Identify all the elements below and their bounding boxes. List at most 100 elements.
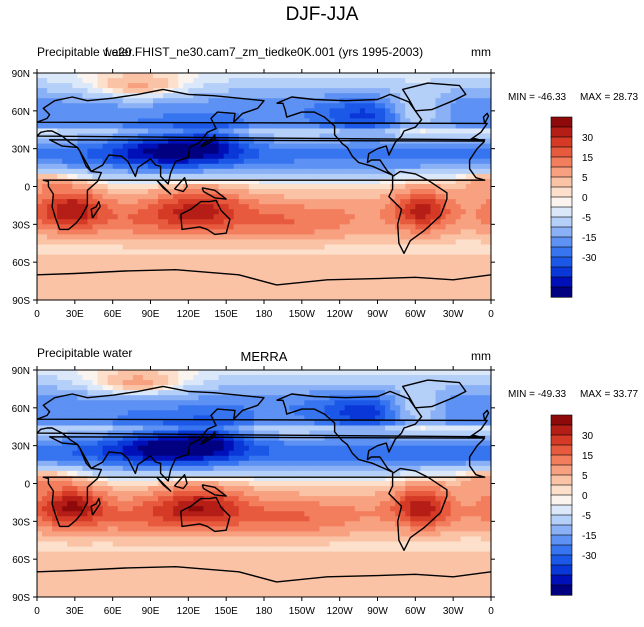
field-cell bbox=[97, 279, 104, 286]
field-cell bbox=[334, 294, 341, 300]
y-tick-label: 90S bbox=[12, 296, 30, 307]
field-cell bbox=[82, 415, 89, 422]
field-cell bbox=[344, 380, 351, 386]
field-cell bbox=[72, 98, 78, 104]
field-cell bbox=[319, 289, 326, 296]
field-cell bbox=[147, 138, 154, 145]
field-cell bbox=[253, 83, 260, 89]
field-cell bbox=[470, 224, 477, 230]
field-cell bbox=[168, 143, 174, 150]
field-cell bbox=[153, 138, 159, 145]
field-cell bbox=[253, 390, 260, 396]
field-cell bbox=[238, 189, 245, 195]
field-cell bbox=[102, 128, 109, 135]
field-cell bbox=[97, 264, 104, 271]
field-cell bbox=[289, 178, 295, 185]
field-cell bbox=[425, 148, 432, 155]
field-cell bbox=[42, 264, 48, 271]
colorbar-box bbox=[550, 226, 573, 238]
field-cell bbox=[400, 405, 406, 411]
field-cell bbox=[329, 148, 336, 155]
field-cell bbox=[178, 229, 184, 236]
field-cell bbox=[420, 224, 427, 230]
field-cell bbox=[208, 405, 215, 411]
coastline bbox=[200, 134, 216, 149]
field-cell bbox=[339, 93, 346, 99]
field-cell bbox=[37, 405, 43, 411]
field-cell bbox=[334, 229, 341, 236]
field-cell bbox=[77, 153, 83, 160]
field-cell bbox=[117, 173, 124, 180]
field-cell bbox=[62, 400, 68, 406]
field-cell bbox=[364, 128, 371, 135]
field-cell bbox=[77, 249, 83, 256]
field-cell bbox=[410, 153, 416, 160]
field-cell bbox=[470, 234, 477, 241]
field-cell bbox=[440, 224, 447, 230]
field-cell bbox=[117, 163, 124, 170]
field-cell bbox=[243, 279, 250, 286]
field-cell bbox=[314, 153, 321, 160]
field-cell bbox=[339, 294, 346, 300]
field-cell bbox=[107, 219, 114, 225]
field-cell bbox=[364, 254, 371, 261]
field-cell bbox=[289, 83, 295, 89]
field-cell bbox=[380, 254, 386, 261]
field-cell bbox=[127, 148, 134, 155]
field-cell bbox=[385, 173, 391, 180]
field-cell bbox=[147, 173, 154, 180]
field-cell bbox=[147, 380, 154, 386]
field-cell bbox=[440, 279, 447, 286]
field-cell bbox=[445, 219, 452, 225]
field-cell bbox=[405, 143, 411, 150]
field-cell bbox=[243, 405, 250, 411]
field-cell bbox=[147, 390, 154, 396]
field-cell bbox=[480, 274, 487, 281]
field-cell bbox=[198, 405, 205, 411]
field-cell bbox=[430, 78, 437, 84]
field-cell bbox=[47, 385, 53, 391]
field-cell bbox=[132, 98, 139, 104]
field-cell bbox=[97, 189, 104, 195]
field-cell bbox=[92, 128, 99, 135]
field-cell bbox=[364, 88, 371, 94]
field-cell bbox=[117, 274, 124, 281]
field-cell bbox=[102, 83, 109, 89]
field-cell bbox=[415, 234, 421, 241]
field-cell bbox=[314, 183, 321, 190]
field-cell bbox=[359, 400, 366, 406]
field-cell bbox=[430, 370, 437, 376]
field-cell bbox=[193, 183, 200, 190]
field-cell bbox=[132, 183, 139, 190]
field-cell bbox=[289, 133, 295, 140]
field-cell bbox=[304, 219, 310, 225]
field-cell bbox=[153, 103, 159, 109]
field-cell bbox=[248, 123, 255, 130]
field-cell bbox=[158, 395, 164, 401]
field-cell bbox=[147, 279, 154, 286]
field-cell bbox=[238, 244, 245, 251]
field-cell bbox=[405, 103, 411, 109]
field-cell bbox=[142, 138, 149, 145]
field-cell bbox=[304, 153, 310, 160]
field-cell bbox=[294, 138, 300, 145]
field-cell bbox=[243, 103, 250, 109]
field-cell bbox=[127, 73, 134, 79]
coastline bbox=[402, 82, 467, 112]
field-cell bbox=[228, 294, 235, 300]
field-cell bbox=[107, 194, 114, 200]
field-cell bbox=[163, 214, 169, 220]
field-cell bbox=[319, 189, 326, 195]
field-cell bbox=[107, 214, 114, 220]
field-cell bbox=[319, 395, 326, 401]
field-cell bbox=[208, 375, 215, 381]
field-cell bbox=[42, 400, 48, 406]
field-cell bbox=[304, 249, 310, 256]
field-cell bbox=[359, 98, 366, 104]
field-cell bbox=[455, 244, 462, 251]
field-cell bbox=[455, 289, 462, 296]
field-cell bbox=[92, 113, 99, 119]
field-cell bbox=[223, 219, 230, 225]
field-cell bbox=[193, 279, 200, 286]
field-cell bbox=[112, 375, 119, 381]
